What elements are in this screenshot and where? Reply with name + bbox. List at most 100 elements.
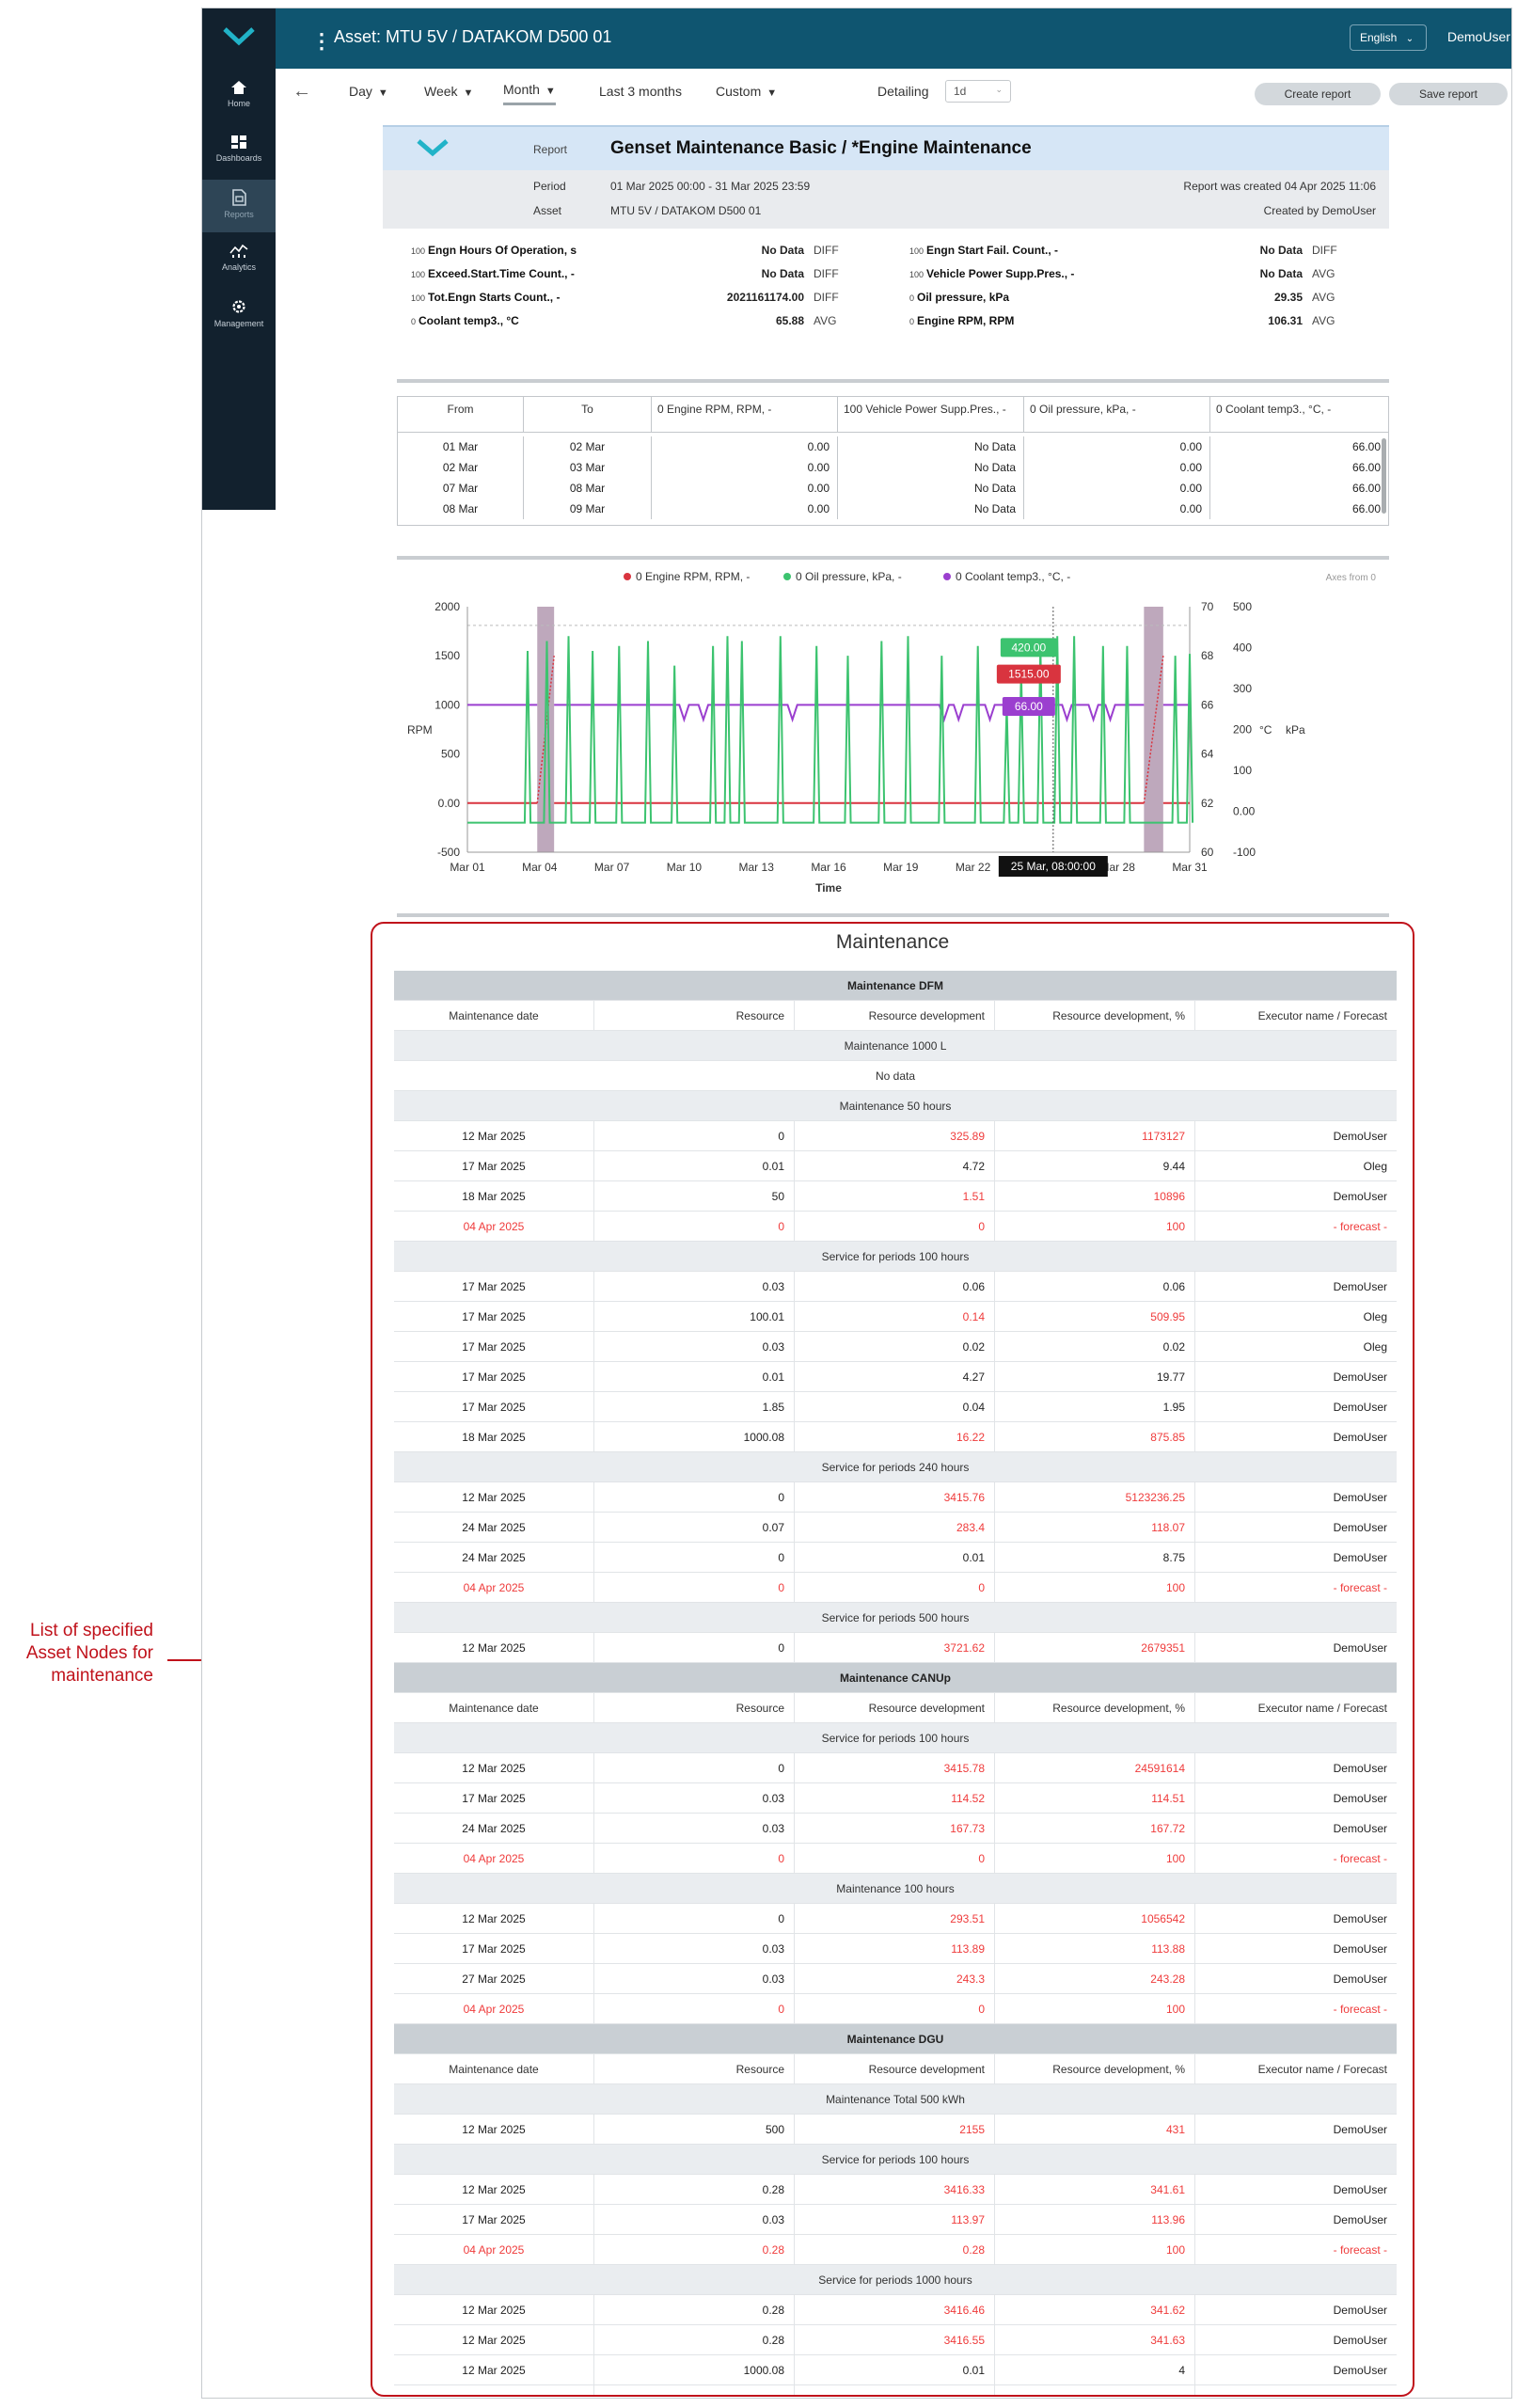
sidebar-item-reports[interactable]: Reports <box>202 180 276 232</box>
summary-row: 100 Exceed.Start.Time Count., - No Data DIF… <box>411 267 862 286</box>
table-cell: 04 Apr 2025 <box>394 1844 594 1874</box>
table-cell: 100.01 <box>594 1302 795 1332</box>
period-week-button[interactable]: Week ▼ <box>424 84 473 99</box>
table-cell: Oleg <box>1363 1310 1387 1323</box>
table-cell: No Data <box>838 478 1024 499</box>
table-cell: 17 Mar 2025 <box>394 1783 594 1814</box>
table-cell: 0.00 <box>1024 499 1210 519</box>
y-tick-label: 500 <box>1233 600 1252 613</box>
table-cell: 0 <box>594 1543 795 1573</box>
sidebar-item-dashboards[interactable]: Dashboards <box>202 125 276 178</box>
summary-row: 100 Tot.Engn Starts Count., - 2021161174.0… <box>411 291 862 309</box>
table-cell: 0.00 <box>1024 478 1210 499</box>
maintenance-group-header: Maintenance CANUp <box>394 1663 1397 1693</box>
detailing-label: Detailing <box>877 84 929 99</box>
maintenance-section: Maintenance Maintenance DFM Maintenance d… <box>371 922 1414 2397</box>
table-cell: 3416.46 <box>795 2295 995 2325</box>
table-cell: DemoUser <box>1333 1401 1387 1414</box>
sidebar-item-home[interactable]: Home <box>202 71 276 123</box>
table-cell: 113.96 <box>995 2205 1195 2235</box>
table-cell: DemoUser <box>1333 1551 1387 1564</box>
table-cell: 0.03 <box>594 1272 795 1302</box>
table-scrollbar[interactable] <box>1382 438 1386 514</box>
table-cell: - forecast - <box>1333 2243 1387 2257</box>
table-cell: 16.22 <box>795 1422 995 1452</box>
table-cell: 0 <box>594 1573 795 1603</box>
series-line-coolant <box>467 704 1190 723</box>
y-tick-label: 0.00 <box>438 797 461 810</box>
create-report-button[interactable]: Create report <box>1255 83 1381 105</box>
x-tick-label: Mar 16 <box>811 861 846 874</box>
language-select[interactable]: English ⌄ <box>1350 24 1427 51</box>
table-cell: 114.51 <box>995 1783 1195 1814</box>
table-cell: 1056542 <box>995 1904 1195 1934</box>
table-row: 02 Mar 03 Mar 0.00 No Data 0.00 66.00 <box>398 457 1388 478</box>
table-cell: 24591614 <box>995 1753 1195 1783</box>
sidebar-item-label: Analytics <box>221 262 256 272</box>
series-line-oil <box>467 636 1194 824</box>
table-row: 04 Apr 2025 0 0 100- forecast - <box>394 1844 1397 1874</box>
column-header: Executor name / Forecast <box>1257 2063 1387 2076</box>
chevron-down-icon: ▼ <box>463 87 474 99</box>
table-cell: DemoUser <box>1333 1641 1387 1655</box>
report-meta: Period 01 Mar 2025 00:00 - 31 Mar 2025 2… <box>383 170 1389 229</box>
period-label: Last 3 months <box>599 84 682 99</box>
summary-value: No Data <box>1259 267 1303 280</box>
table-cell: DemoUser <box>1333 2304 1387 2317</box>
chevron-down-icon: ▼ <box>766 87 778 99</box>
summary-value: 106.31 <box>1268 314 1303 327</box>
created-at: Report was created 04 Apr 2025 11:06 <box>1183 180 1376 193</box>
table-cell: 12 Mar 2025 <box>394 2325 594 2355</box>
table-cell: 08 Mar <box>398 499 524 519</box>
table-row: 12 Mar 2025 0 3721.62 2679351 DemoUser <box>394 1633 1397 1663</box>
table-cell: 08 Mar <box>524 478 652 499</box>
period-day-button[interactable]: Day ▼ <box>349 84 388 99</box>
column-header-row: Maintenance date Resource Resource develop… <box>394 1001 1397 1031</box>
save-report-button[interactable]: Save report <box>1389 83 1508 105</box>
section-divider <box>397 379 1389 383</box>
table-cell: 17 Mar 2025 <box>394 1934 594 1964</box>
x-tick-label: Mar 28 <box>1100 861 1136 874</box>
table-cell: No Data <box>838 457 1024 478</box>
x-tick-label: Mar 07 <box>594 861 630 874</box>
summary-name: Oil pressure, kPa <box>917 291 1010 304</box>
period-custom-button[interactable]: Custom ▼ <box>716 84 777 99</box>
period-month-button[interactable]: Month ▼ <box>503 82 556 105</box>
table-cell: 8.75 <box>995 1543 1195 1573</box>
legend-label: 0 Engine RPM, RPM, - <box>636 570 750 583</box>
period-last3-button[interactable]: Last 3 months <box>599 84 682 99</box>
detailing-select[interactable]: 1d ⌄ <box>945 80 1011 103</box>
table-cell: 113.88 <box>995 1934 1195 1964</box>
legend-label: 0 Coolant temp3., °C, - <box>956 570 1070 583</box>
x-tick-label: Mar 13 <box>739 861 775 874</box>
table-row: 18 Mar 2025 50 1.51 10896 DemoUser <box>394 1181 1397 1212</box>
table-row: 07 Mar 08 Mar 0.00 No Data 0.00 66.00 <box>398 478 1388 499</box>
table-cell: 0 <box>594 1994 795 2024</box>
table-cell: 04 Apr 2025 <box>394 1212 594 1242</box>
table-cell: 2155 <box>795 2115 995 2145</box>
table-cell: 341.62 <box>995 2295 1195 2325</box>
maintenance-subheader: Maintenance 100 hours <box>394 1874 1397 1904</box>
sidebar-item-management[interactable]: Management <box>202 289 276 341</box>
back-arrow-icon[interactable]: ← <box>292 81 311 102</box>
summary-agg: DIFF <box>814 291 839 304</box>
tooltip-badge <box>996 664 1061 684</box>
table-row: 17 Mar 2025 0.03 114.52 114.51 DemoUser <box>394 1783 1397 1814</box>
table-row: 17 Mar 2025 0.03 0.02 0.02 Oleg <box>394 1332 1397 1362</box>
column-header: Resource development, % <box>995 1693 1195 1723</box>
summary-value: No Data <box>761 244 804 257</box>
column-header: Maintenance date <box>394 1693 594 1723</box>
table-cell: 100 <box>995 2235 1195 2265</box>
table-cell: 509.95 <box>995 1302 1195 1332</box>
maintenance-group-header: Maintenance DGU <box>394 2024 1397 2054</box>
column-header: Resource development <box>795 1693 995 1723</box>
column-header: Resource development <box>795 1001 995 1031</box>
more-options-icon[interactable]: ⋮ <box>311 29 332 53</box>
table-cell: 17 Mar 2025 <box>394 1151 594 1181</box>
maintenance-subheader: Maintenance 50 hours <box>394 1091 1397 1121</box>
summary-name: Engn Hours Of Operation, s <box>428 244 577 257</box>
sidebar-item-analytics[interactable]: Analytics <box>202 234 276 287</box>
report-label: Report <box>533 143 568 156</box>
table-row: 12 Mar 2025 1000.08 0.01 4 DemoUser <box>394 2355 1397 2385</box>
annotation-line: List of specified <box>30 1621 153 1640</box>
